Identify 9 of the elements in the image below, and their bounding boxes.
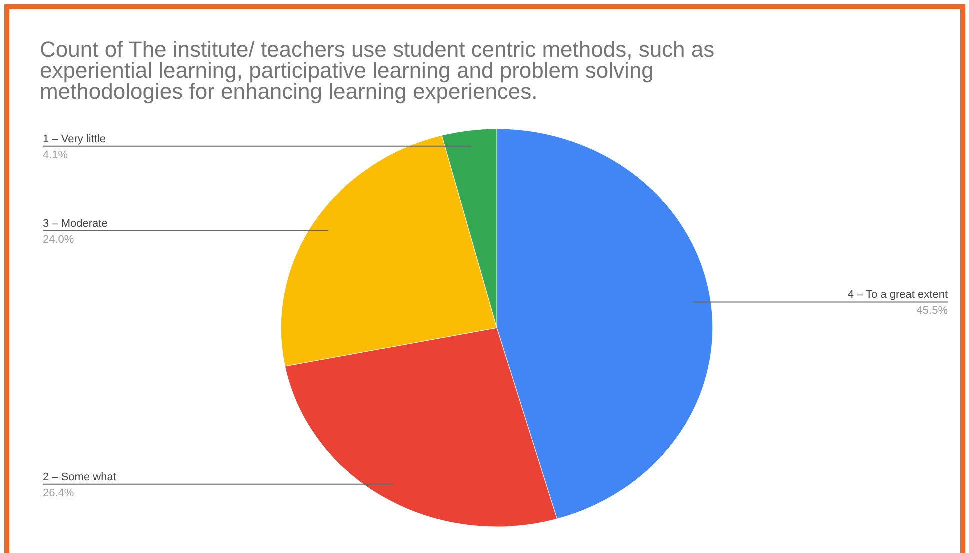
slice-label: 2 – Some what: [43, 471, 116, 484]
data-label: 24.0%: [43, 234, 74, 246]
slice-label: 3 – Moderate: [43, 218, 108, 230]
chart-title: Count of The institute/ teachers use student centric methods, such as experiential learning, participative learning and problem solving methodologies for enhancing learning experiences.: [40, 37, 715, 104]
data-label: 26.4%: [43, 487, 74, 500]
slice-label: 1 – Very little: [43, 133, 106, 146]
data-label: 45.5%: [916, 305, 948, 318]
data-label: 4.1%: [43, 149, 68, 162]
slice-label: 4 – To a great extent: [848, 289, 948, 302]
